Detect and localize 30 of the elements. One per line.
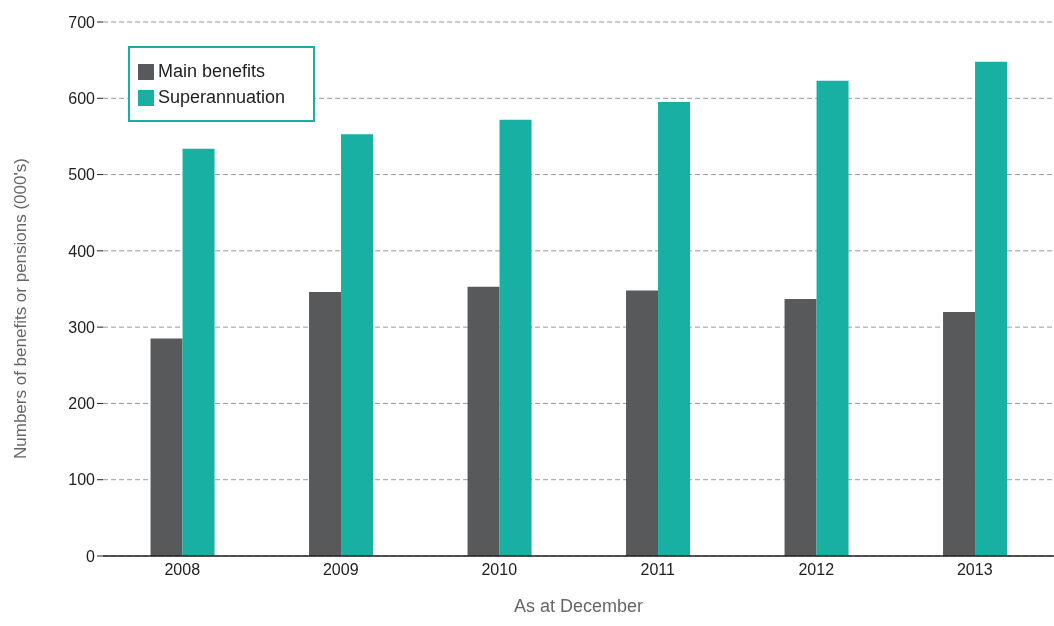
bar	[182, 148, 215, 556]
y-tick-label: 200	[68, 395, 96, 413]
bar	[816, 80, 849, 556]
x-tick-label: 2008	[164, 561, 201, 579]
y-tick-label: 400	[68, 242, 96, 260]
x-axis-title: As at December	[513, 596, 644, 616]
x-tick-label: 2011	[640, 561, 676, 579]
y-tick-label: 300	[68, 318, 96, 336]
bar	[341, 134, 374, 556]
legend-label: Main benefits	[158, 61, 266, 81]
bar	[626, 290, 659, 556]
y-tick-label: 500	[68, 166, 96, 184]
x-tick-label: 2012	[798, 561, 835, 579]
x-tick-label: 2013	[956, 561, 993, 579]
bar	[150, 338, 183, 556]
bar	[975, 61, 1008, 556]
bar	[499, 119, 532, 556]
y-axis-title: Numbers of benefits or pensions (000's)	[11, 158, 31, 459]
bar	[943, 311, 976, 556]
y-tick-label: 100	[68, 471, 96, 489]
y-tick-label: 700	[68, 13, 96, 31]
x-tick-label: 2009	[322, 561, 359, 579]
y-tick-label: 0	[86, 547, 96, 565]
y-tick-label: 600	[68, 89, 96, 107]
bar	[784, 298, 817, 556]
legend-label: Superannuation	[158, 87, 286, 107]
bar	[467, 286, 500, 556]
x-tick-label: 2010	[481, 561, 518, 579]
bar	[658, 102, 691, 556]
bar	[309, 292, 342, 556]
